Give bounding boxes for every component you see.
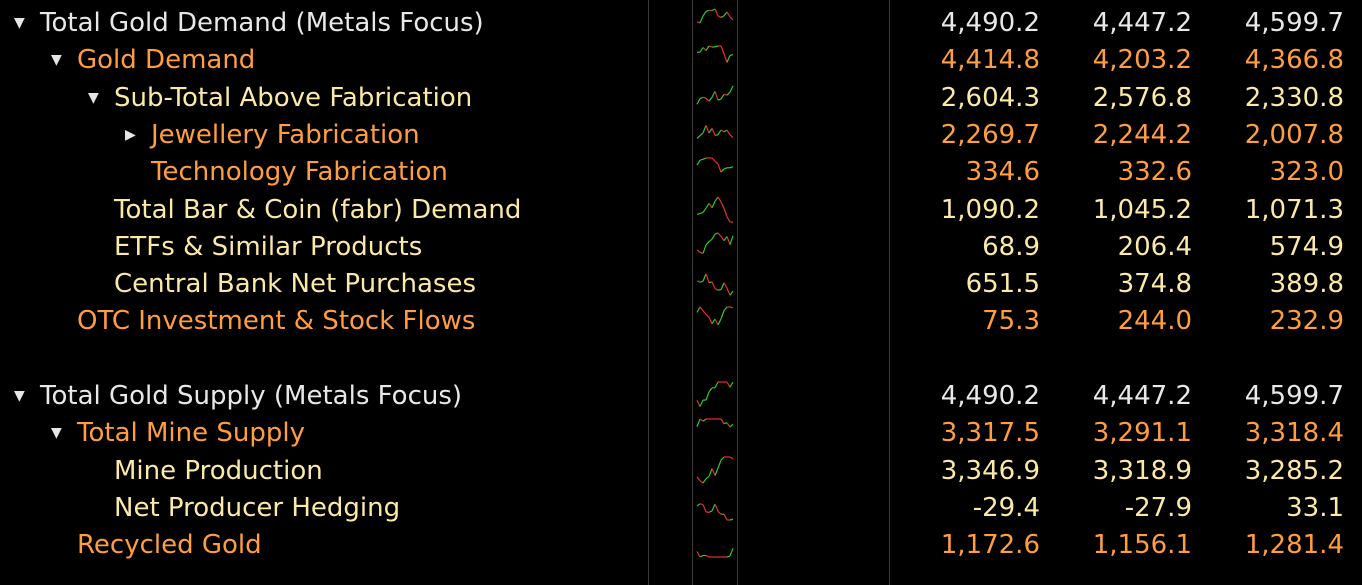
cell-value: 4,599.7 [1244, 8, 1344, 38]
cell-value: 2,604.3 [940, 82, 1040, 113]
cell-value: 2,007.8 [1244, 119, 1344, 150]
sparkline [696, 455, 734, 484]
row-label: Net Producer Hedging [114, 492, 401, 523]
cell-value: 2,269.7 [940, 119, 1040, 150]
column-divider [648, 0, 649, 585]
row-label: Jewellery Fabrication [151, 119, 420, 150]
cell-value: 1,281.4 [1244, 530, 1344, 561]
sparkline [696, 418, 734, 428]
cell-value: 206.4 [1117, 231, 1192, 262]
cell-value: 323.0 [1269, 157, 1344, 188]
cell-value: -27.9 [1124, 492, 1192, 523]
cell-value: 4,490.2 [940, 8, 1040, 38]
cell-value: 4,447.2 [1092, 8, 1192, 38]
cell-value: 3,318.9 [1092, 455, 1192, 486]
column-divider [889, 0, 890, 585]
row-label: Mine Production [114, 455, 323, 486]
expand-toggle[interactable]: ▶ [125, 126, 136, 143]
expand-toggle[interactable]: ▼ [14, 15, 25, 31]
expand-toggle[interactable]: ▼ [88, 89, 99, 106]
cell-value: 1,172.6 [940, 530, 1040, 561]
row-label: OTC Investment & Stock Flows [77, 306, 476, 337]
cell-value: 1,090.2 [940, 194, 1040, 225]
row-label: Total Bar & Coin (fabr) Demand [114, 194, 522, 225]
cell-value: 3,318.4 [1244, 418, 1344, 449]
expand-toggle[interactable]: ▼ [51, 425, 62, 442]
sparkline [696, 45, 734, 63]
cell-value: 4,366.8 [1244, 45, 1344, 76]
sparkline [696, 157, 734, 173]
column-divider [737, 0, 738, 585]
cell-value: 2,330.8 [1244, 82, 1344, 113]
cell-value: 3,291.1 [1092, 418, 1192, 449]
cell-value: 332.6 [1117, 157, 1192, 188]
cell-value: 4,203.2 [1092, 45, 1192, 76]
cell-value: 2,244.2 [1092, 119, 1192, 150]
sparkline [696, 381, 734, 407]
sparkline [696, 232, 734, 254]
sparkline [696, 85, 734, 105]
row-label: Gold Demand [77, 45, 256, 76]
cell-value: 374.8 [1117, 269, 1192, 300]
cell-value: 389.8 [1269, 269, 1344, 300]
expand-toggle[interactable]: ▼ [14, 388, 25, 404]
sparkline [696, 548, 734, 558]
row-label: Sub-Total Above Fabrication [114, 82, 473, 113]
row-label: Technology Fabrication [151, 157, 448, 188]
row-label: Total Mine Supply [77, 418, 305, 449]
cell-value: 3,346.9 [940, 455, 1040, 486]
sparkline [696, 196, 733, 223]
row-label: Central Bank Net Purchases [114, 269, 477, 300]
row-label: Total Gold Demand (Metals Focus) [40, 8, 484, 38]
cell-value: 4,490.2 [940, 381, 1040, 411]
sparkline [696, 306, 734, 326]
cell-value: 3,317.5 [940, 418, 1040, 449]
row-label: ETFs & Similar Products [114, 231, 423, 262]
cell-value: 1,156.1 [1092, 530, 1192, 561]
cell-value: 334.6 [965, 157, 1040, 188]
cell-value: 232.9 [1269, 306, 1344, 337]
column-divider [692, 0, 693, 585]
cell-value: 244.0 [1117, 306, 1192, 337]
cell-value: -29.4 [972, 492, 1040, 523]
cell-value: 3,285.2 [1244, 455, 1344, 486]
cell-value: 574.9 [1269, 231, 1344, 262]
cell-value: 4,599.7 [1244, 381, 1344, 411]
cell-value: 4,414.8 [940, 45, 1040, 76]
row-label: Total Gold Supply (Metals Focus) [40, 381, 463, 411]
cell-value: 1,071.3 [1244, 194, 1344, 225]
row-label: Recycled Gold [77, 530, 262, 561]
sparkline [696, 125, 734, 139]
sparkline [696, 8, 734, 24]
cell-value: 75.3 [982, 306, 1040, 337]
expand-toggle[interactable]: ▼ [51, 52, 62, 69]
cell-value: 68.9 [982, 231, 1040, 262]
sparkline [696, 503, 734, 521]
cell-value: 2,576.8 [1092, 82, 1192, 113]
cell-value: 651.5 [965, 269, 1040, 300]
sparkline [696, 273, 734, 296]
cell-value: 33.1 [1286, 492, 1344, 523]
cell-value: 4,447.2 [1092, 381, 1192, 411]
cell-value: 1,045.2 [1092, 194, 1192, 225]
